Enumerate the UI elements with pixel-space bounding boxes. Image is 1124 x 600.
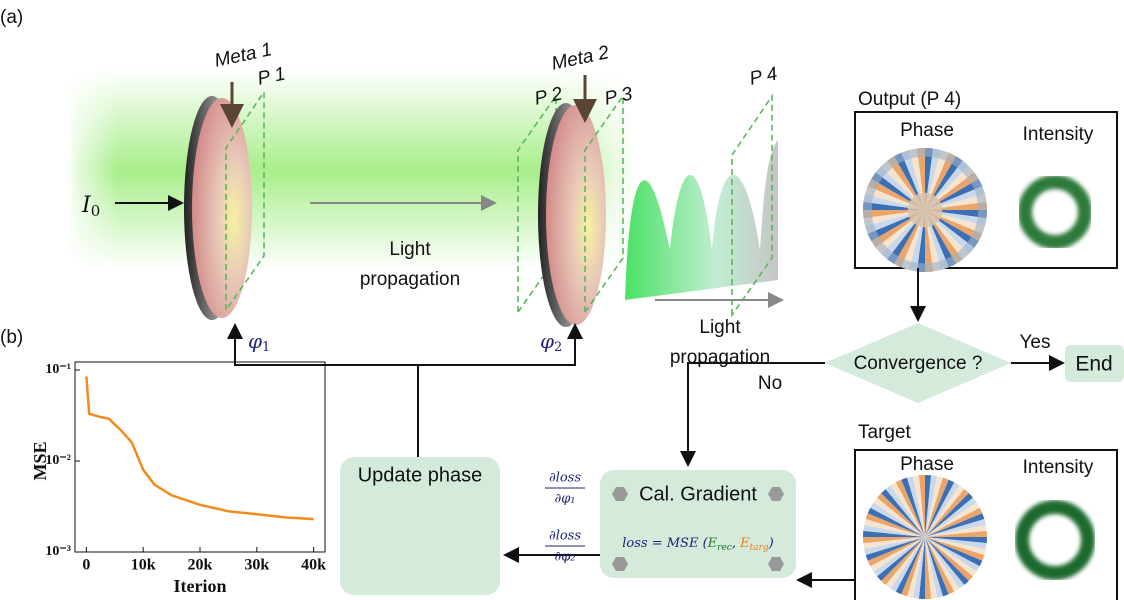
phase-image — [863, 148, 987, 272]
subscript: 2 — [554, 340, 562, 355]
decision-label: Convergence ? — [854, 353, 983, 374]
x-axis-label: Iterion — [174, 576, 227, 596]
y-tick-label: 10⁻¹ — [45, 362, 71, 377]
branch-label: Yes — [1020, 332, 1051, 353]
phase-image — [863, 475, 987, 599]
image-label: Intensity — [1023, 457, 1094, 478]
box-title: Update phase — [358, 464, 483, 486]
x-tick-label: 30k — [244, 557, 269, 574]
eq-part: targ — [750, 543, 769, 553]
wavefront — [625, 140, 778, 300]
image-label: Intensity — [1023, 124, 1094, 145]
caption: propagation — [360, 269, 460, 290]
box-title: Cal. Gradient — [639, 483, 757, 505]
fraction-den: ∂φ₁ — [554, 492, 575, 507]
subscript: 1 — [262, 340, 270, 355]
arrow — [688, 363, 825, 465]
y-tick-label: 10⁻³ — [45, 544, 71, 559]
panel-label: (b) — [0, 327, 23, 348]
eq-part: , — [732, 536, 740, 551]
eq-part: ) — [768, 536, 774, 551]
phi-label: φ2 — [540, 329, 562, 355]
x-tick-label: 40k — [301, 557, 326, 574]
fraction-num: ∂loss — [549, 529, 581, 544]
eq-part: loss = MSE ( — [622, 536, 708, 551]
x-tick-label: 10k — [131, 557, 156, 574]
caption: Light — [389, 239, 431, 260]
plane-label: P 4 — [748, 63, 780, 89]
subscript: 0 — [91, 202, 101, 220]
mse-chart: 10⁻³10⁻²10⁻¹010k20k30k40kIterionMSE — [30, 362, 326, 596]
figure: (a) (b) Meta 1 P 1 I0 Light propagation … — [0, 0, 1124, 600]
x-tick-label: 0 — [82, 557, 90, 574]
image-label: Phase — [900, 120, 954, 141]
y-axis-label: MSE — [30, 441, 50, 480]
fraction-num: ∂loss — [549, 471, 581, 486]
caption: Light — [699, 317, 741, 338]
mse-curve — [86, 376, 313, 519]
image-label: Phase — [900, 454, 954, 475]
eq-part: E — [739, 536, 750, 551]
box-title: Output (P 4) — [858, 89, 961, 110]
branch-label: No — [758, 373, 782, 394]
plot-frame — [75, 362, 325, 552]
phi-label: φ1 — [248, 329, 270, 355]
end-label: End — [1075, 353, 1112, 376]
symbol: φ — [540, 329, 554, 353]
metasurface — [192, 98, 252, 318]
panel-label: (a) — [0, 7, 23, 28]
fraction-den: ∂φ₂ — [554, 550, 575, 565]
eq-part: E — [707, 536, 718, 551]
caption: propagation — [670, 347, 770, 368]
x-tick-label: 20k — [188, 557, 213, 574]
box-title: Target — [858, 422, 912, 443]
symbol: φ — [248, 329, 262, 353]
eq-part: rec — [717, 543, 732, 553]
metasurface — [546, 105, 606, 325]
phase-noise — [908, 193, 943, 228]
